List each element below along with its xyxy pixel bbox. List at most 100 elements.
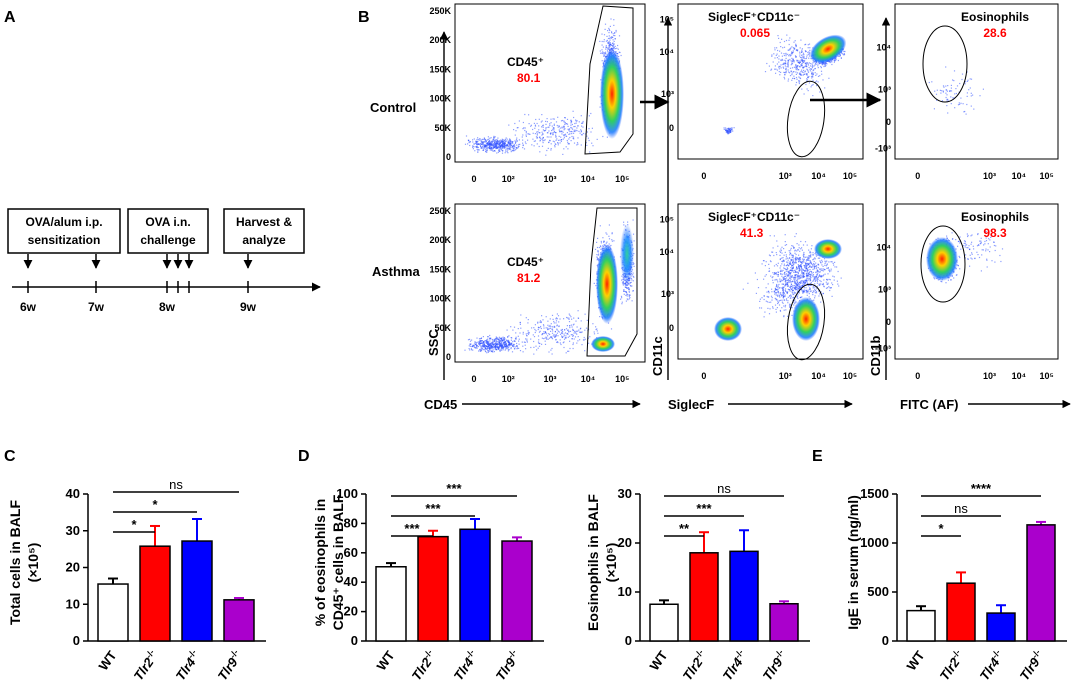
y-tick-label: 0 [625, 633, 632, 648]
x-tick-label: 10³ [543, 174, 556, 184]
bar-Tlr2-/- [946, 582, 976, 642]
siglecf-axis-label: SiglecF [668, 397, 714, 412]
y-tick-label: 1500 [860, 486, 889, 501]
flow-plot-control-3: Eosinophils 28.6 0 10³ 10⁴ 10⁵ 10⁴ 10³ 0 -10³ [875, 3, 1059, 181]
y-tick-label: 100 [336, 486, 358, 501]
y-tick-label: 30 [618, 486, 632, 501]
gate-value: 0.065 [740, 26, 770, 40]
timeline-box-line: OVA i.n. [145, 215, 190, 229]
gate-name: CD45⁺ [507, 55, 544, 69]
bar-Tlr9-/- [501, 540, 533, 642]
flow-plot-control-2: SiglecF⁺CD11c⁻0.065010³10⁴10⁵10⁵10⁴10³0 [660, 3, 864, 181]
significance-label: *** [425, 501, 441, 516]
panel-label-b: B [358, 9, 370, 26]
x-tick-label: 0 [471, 174, 476, 184]
y-axis-label: Eosinophils in BALF [585, 494, 601, 631]
x-tick-label: 0 [701, 371, 706, 381]
category-label: WT [647, 648, 671, 673]
x-tick-label: 10⁵ [843, 171, 857, 181]
plot-frame [677, 203, 864, 360]
y-tick-label: 10³ [878, 284, 891, 294]
category-label: WT [374, 648, 398, 673]
y-tick-label: 200K [429, 35, 451, 45]
x-tick-label: 10⁴ [1012, 171, 1026, 181]
category-label: Tlr9-/- [214, 648, 246, 684]
gate-name: SiglecF⁺CD11c⁻ [708, 10, 800, 24]
significance-label: ns [169, 477, 183, 492]
category-label: Tlr2-/- [408, 648, 440, 684]
timeline-panel: OVA/alum i.p. sensitization OVA i.n. cha… [7, 208, 321, 314]
x-tick-label: 10⁵ [1039, 371, 1053, 381]
y-tick-label: 10 [618, 584, 632, 599]
y-tick-label: 10⁴ [877, 43, 891, 53]
siglecf-gate [786, 80, 826, 158]
flow-plot-control-1: CD45⁺ 80.1 0 10² 10³ 10⁴ 10⁵ 250K 200K 150K 100K 50… [429, 3, 646, 184]
gate-value: 98.3 [983, 226, 1007, 240]
significance-label: *** [696, 501, 712, 516]
cd45-gate [584, 5, 634, 155]
y-tick-label: 40 [344, 574, 358, 589]
category-label: Tlr9-/- [1016, 648, 1048, 684]
y-tick-label: 20 [66, 560, 80, 575]
flow-plot-asthma-2: SiglecF⁺CD11c⁻41.3010³10⁴10⁵10⁵10⁴10³0 [660, 203, 864, 381]
timeline-tick: 6w [20, 300, 37, 314]
cd11c-axis-label: CD11c [650, 336, 665, 376]
y-tick-label: 30 [66, 523, 80, 538]
y-tick-label: 250K [429, 206, 451, 216]
timeline-box-harvest [223, 208, 305, 254]
fitc-axis-label: FITC (AF) [900, 397, 958, 412]
significance-label: *** [446, 481, 462, 496]
flow-plot-asthma-3: Eosinophils 98.3 0 10³ 10⁴ 10⁵ 10⁴ 10³ 0 -10³ [875, 203, 1059, 381]
significance-label: * [152, 497, 158, 512]
y-tick-label: 0 [351, 633, 358, 648]
significance-label: * [131, 517, 137, 532]
y-tick-label: 80 [344, 515, 358, 530]
category-label: Tlr4-/- [450, 648, 482, 684]
bar-WT [375, 566, 407, 642]
x-tick-label: 10³ [983, 371, 996, 381]
flow-plots: CD45⁺ 80.1 0 10² 10³ 10⁴ 10⁵ 250K 200K 150K 100K 50… [429, 3, 1059, 384]
y-tick-label: 10 [66, 596, 80, 611]
y-axis-label: Total cells in BALF [7, 500, 23, 625]
timeline-box-line: OVA/alum i.p. [25, 215, 102, 229]
x-tick-label: 10³ [779, 171, 792, 181]
category-label: WT [96, 648, 120, 673]
bar-Tlr4-/- [181, 540, 213, 642]
bar-charts: 0 10 20 30 40 Total cells in BALF (×10⁵) WT Tlr2… [7, 477, 1067, 683]
significance-label: **** [971, 481, 992, 496]
y-tick-label: 40 [66, 486, 80, 501]
x-tick-label: 10⁴ [811, 371, 825, 381]
x-tick-label: 0 [915, 371, 920, 381]
bar-WT [906, 609, 936, 642]
bar-Tlr4-/- [729, 550, 759, 642]
bar-Tlr9-/- [1026, 524, 1056, 642]
bar-WT [97, 583, 129, 642]
y-axis-label: IgE in serum (ng/ml) [845, 495, 861, 630]
chart-D2: 0 10 20 30 Eosinophils in BALF (×10⁵) WT Tlr2-/… [585, 481, 810, 683]
category-label: WT [904, 648, 928, 673]
timeline-box-sensitization [7, 208, 121, 254]
y-tick-label: 50K [434, 123, 451, 133]
row-label-control: Control [370, 100, 416, 115]
gate-value: 41.3 [740, 226, 764, 240]
y-tick-label: 200K [429, 235, 451, 245]
gate-name: SiglecF⁺CD11c⁻ [708, 210, 800, 224]
eosinophil-gate [920, 225, 966, 303]
y-axis-label: (×10⁵) [603, 543, 619, 583]
y-tick-label: 0 [882, 633, 889, 648]
y-tick-label: 500 [867, 584, 889, 599]
x-tick-label: 0 [701, 171, 706, 181]
y-tick-label: 150K [429, 264, 451, 274]
bar-Tlr2-/- [139, 545, 171, 642]
plot-frame [454, 203, 646, 363]
timeline-tick: 8w [159, 300, 176, 314]
gate-value: 81.2 [517, 271, 541, 285]
cd45-axis-label: CD45 [424, 397, 457, 412]
gate-name: CD45⁺ [507, 255, 544, 269]
panel-label-c: C [4, 448, 16, 465]
x-tick-label: 10² [502, 174, 515, 184]
bar-Tlr9-/- [223, 599, 255, 642]
gate-value: 28.6 [983, 26, 1007, 40]
timeline-box-line: sensitization [28, 233, 101, 247]
y-tick-label: 0 [73, 633, 80, 648]
